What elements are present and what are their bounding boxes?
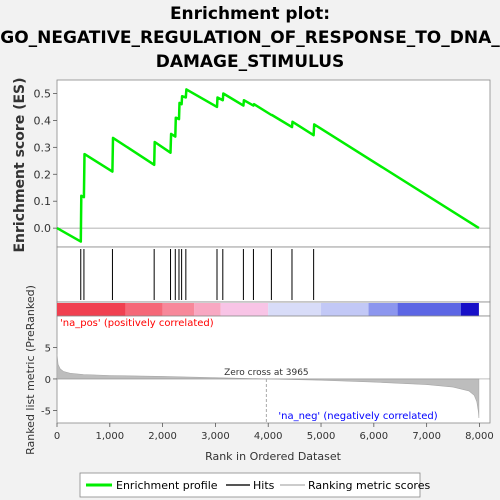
enrichment-profile-line bbox=[56, 88, 480, 243]
color-bar-segment bbox=[321, 303, 369, 316]
metric-y-tick-label: 5 bbox=[45, 343, 51, 354]
metric-y-axis: -5 0 5 bbox=[41, 343, 57, 417]
color-bar-segment bbox=[397, 303, 461, 316]
x-tick-label: 0 bbox=[54, 431, 60, 442]
title-line-3: DAMAGE_STIMULUS bbox=[155, 52, 345, 72]
x-tick-label: 7,000 bbox=[412, 431, 441, 442]
title-line-2: GO_NEGATIVE_REGULATION_OF_RESPONSE_TO_DN… bbox=[0, 28, 500, 48]
es-y-tick-label: 0.3 bbox=[34, 141, 52, 154]
x-axis-label: Rank in Ordered Dataset bbox=[205, 450, 342, 463]
legend-hits-label: Hits bbox=[253, 479, 275, 492]
es-panel-frame bbox=[56, 79, 491, 248]
es-y-tick-label: 0.1 bbox=[34, 195, 52, 208]
positive-correlation-label: 'na_pos' (positively correlated) bbox=[60, 318, 214, 329]
metric-y-tick-label: -5 bbox=[41, 406, 51, 417]
color-bar-segment bbox=[194, 303, 221, 316]
metric-y-axis-label: Ranked list metric (PreRanked) bbox=[24, 285, 37, 455]
ranking-color-bar bbox=[57, 303, 479, 316]
es-y-tick-label: 0.5 bbox=[34, 87, 52, 100]
color-bar-segment bbox=[268, 303, 322, 316]
color-bar-segment bbox=[125, 303, 163, 316]
legend: Enrichment profile Hits Ranking metric s… bbox=[79, 472, 430, 498]
title-line-1: Enrichment plot: bbox=[169, 4, 331, 24]
x-axis: 0 1,000 2,000 3,000 4,000 5,000 6,000 7,000 8,00… bbox=[54, 423, 494, 442]
color-bar-segment bbox=[162, 303, 195, 316]
color-bar-segment bbox=[460, 303, 479, 316]
x-tick-label: 2,000 bbox=[148, 431, 177, 442]
es-y-tick-label: 0.2 bbox=[34, 168, 52, 181]
hits-panel-frame bbox=[56, 246, 491, 303]
color-bar-segment bbox=[57, 303, 126, 316]
es-y-tick-label: 0.0 bbox=[34, 222, 52, 235]
x-tick-label: 4,000 bbox=[254, 431, 283, 442]
x-tick-label: 6,000 bbox=[360, 431, 389, 442]
ranking-metric-area bbox=[56, 353, 480, 419]
x-tick-label: 5,000 bbox=[307, 431, 336, 442]
zero-cross-label: Zero cross at 3965 bbox=[224, 368, 309, 378]
x-tick-label: 3,000 bbox=[201, 431, 230, 442]
es-y-axis-label: Enrichment score (ES) bbox=[12, 77, 28, 252]
legend-enrichment-label: Enrichment profile bbox=[116, 479, 218, 492]
x-tick-label: 8,000 bbox=[465, 431, 494, 442]
negative-correlation-label: 'na_neg' (negatively correlated) bbox=[278, 411, 437, 422]
es-y-axis: 0.0 0.1 0.2 0.3 0.4 0.5 bbox=[34, 87, 57, 235]
metric-panel-frame bbox=[56, 315, 491, 424]
metric-y-tick-label: 0 bbox=[45, 375, 51, 386]
legend-metric-label: Ranking metric scores bbox=[308, 479, 430, 492]
hits-marks bbox=[80, 249, 315, 300]
color-bar-segment bbox=[220, 303, 269, 316]
es-y-tick-label: 0.4 bbox=[34, 114, 52, 127]
color-bar-segment bbox=[368, 303, 398, 316]
x-tick-label: 1,000 bbox=[95, 431, 124, 442]
chart-title: Enrichment plot: GO_NEGATIVE_REGULATION_… bbox=[0, 2, 500, 74]
